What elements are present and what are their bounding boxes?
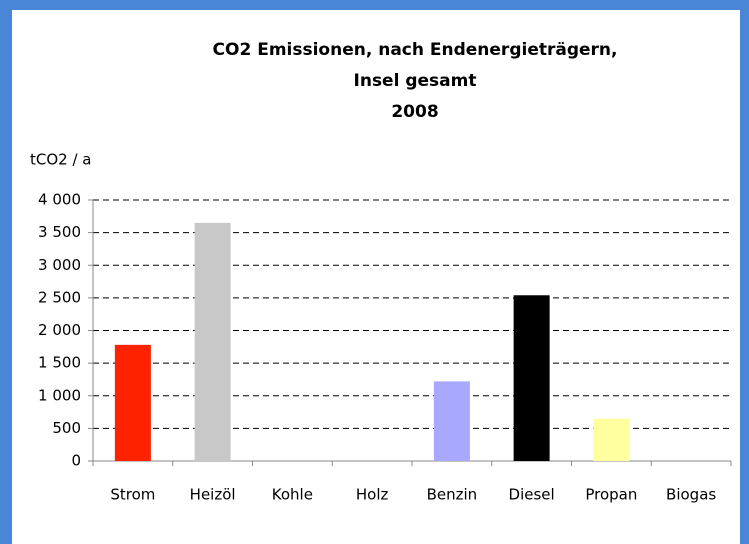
x-tick-label: Propan xyxy=(585,486,637,504)
y-tick-label: 3 000 xyxy=(38,256,81,274)
bar xyxy=(593,418,630,461)
y-tick-label: 500 xyxy=(52,419,81,437)
y-tick-label: 4 000 xyxy=(38,191,81,209)
x-tick-label: Diesel xyxy=(509,486,555,504)
x-tick-label: Biogas xyxy=(666,486,716,504)
x-tick-label: Kohle xyxy=(272,486,313,504)
x-tick-label: Benzin xyxy=(427,486,478,504)
bar xyxy=(114,344,151,461)
bar xyxy=(194,222,231,461)
bar xyxy=(433,381,470,461)
y-tick-label: 2 500 xyxy=(38,288,81,306)
x-tick-label: Holz xyxy=(356,486,389,504)
y-tick-label: 3 500 xyxy=(38,223,81,241)
chart-title: 2008 xyxy=(391,102,438,122)
chart-title: CO2 Emissionen, nach Endenergieträgern, xyxy=(213,40,618,60)
y-tick-label: 1 500 xyxy=(38,354,81,372)
x-tick-label: Strom xyxy=(110,486,155,504)
bar xyxy=(513,295,550,461)
y-tick-label: 0 xyxy=(71,452,81,470)
y-axis-label: tCO2 / a xyxy=(30,151,92,169)
x-tick-label: Heizöl xyxy=(190,486,236,504)
y-tick-label: 1 000 xyxy=(38,386,81,404)
y-tick-label: 2 000 xyxy=(38,321,81,339)
chart-title: Insel gesamt xyxy=(354,71,477,91)
